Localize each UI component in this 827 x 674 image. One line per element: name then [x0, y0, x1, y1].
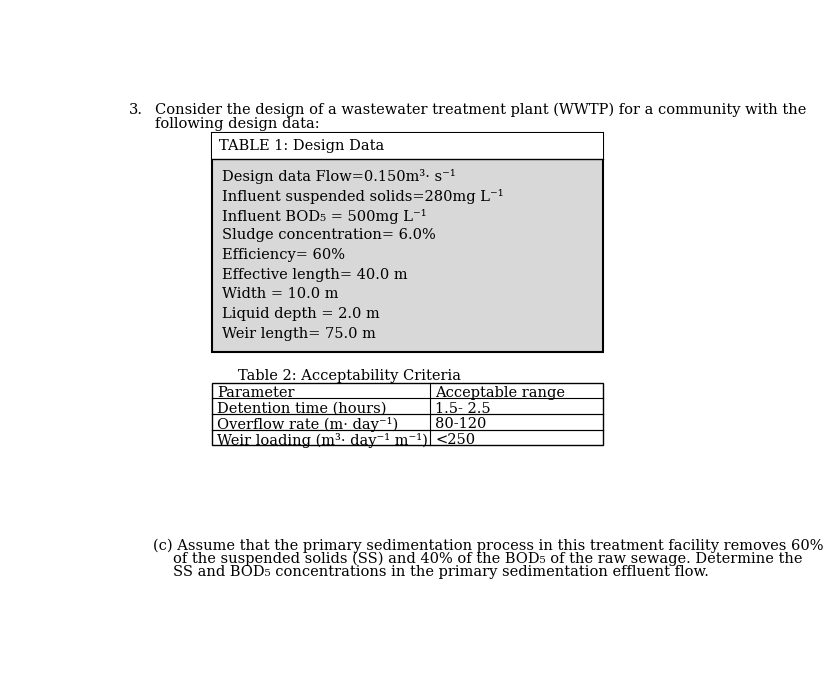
- Text: Weir length= 75.0 m: Weir length= 75.0 m: [222, 327, 375, 341]
- Text: Consider the design of a wastewater treatment plant (WWTP) for a community with : Consider the design of a wastewater trea…: [155, 102, 806, 117]
- Text: Table 2: Acceptability Criteria: Table 2: Acceptability Criteria: [238, 369, 461, 383]
- Text: 1.5- 2.5: 1.5- 2.5: [435, 402, 491, 416]
- Text: following design data:: following design data:: [155, 117, 319, 131]
- Text: TABLE 1: Design Data: TABLE 1: Design Data: [218, 139, 384, 153]
- Text: Sludge concentration= 6.0%: Sludge concentration= 6.0%: [222, 228, 436, 242]
- Text: Efficiency= 60%: Efficiency= 60%: [222, 248, 345, 262]
- Text: 3.: 3.: [129, 102, 143, 117]
- Text: Acceptable range: Acceptable range: [435, 386, 566, 400]
- Text: Liquid depth = 2.0 m: Liquid depth = 2.0 m: [222, 307, 380, 321]
- Text: Influent suspended solids=280mg L⁻¹: Influent suspended solids=280mg L⁻¹: [222, 189, 504, 204]
- Text: Design data Flow=0.150m³· s⁻¹: Design data Flow=0.150m³· s⁻¹: [222, 169, 456, 184]
- Bar: [213, 133, 604, 159]
- Text: Influent BOD₅ = 500mg L⁻¹: Influent BOD₅ = 500mg L⁻¹: [222, 208, 427, 224]
- Text: (c) Assume that the primary sedimentation process in this treatment facility rem: (c) Assume that the primary sedimentatio…: [153, 539, 824, 553]
- Text: Overflow rate (m· day⁻¹): Overflow rate (m· day⁻¹): [218, 417, 399, 432]
- Text: Effective length= 40.0 m: Effective length= 40.0 m: [222, 268, 408, 282]
- Text: SS and BOD₅ concentrations in the primary sedimentation effluent flow.: SS and BOD₅ concentrations in the primar…: [173, 565, 709, 578]
- Text: <250: <250: [435, 433, 476, 447]
- Text: Detention time (hours): Detention time (hours): [218, 402, 387, 416]
- Text: 80-120: 80-120: [435, 417, 487, 431]
- Text: Weir loading (m³· day⁻¹ m⁻¹): Weir loading (m³· day⁻¹ m⁻¹): [218, 433, 428, 448]
- Text: Parameter: Parameter: [218, 386, 295, 400]
- Text: of the suspended solids (SS) and 40% of the BOD₅ of the raw sewage. Determine th: of the suspended solids (SS) and 40% of …: [173, 551, 802, 566]
- Bar: [213, 133, 604, 352]
- Text: Width = 10.0 m: Width = 10.0 m: [222, 287, 338, 301]
- Bar: [213, 383, 604, 446]
